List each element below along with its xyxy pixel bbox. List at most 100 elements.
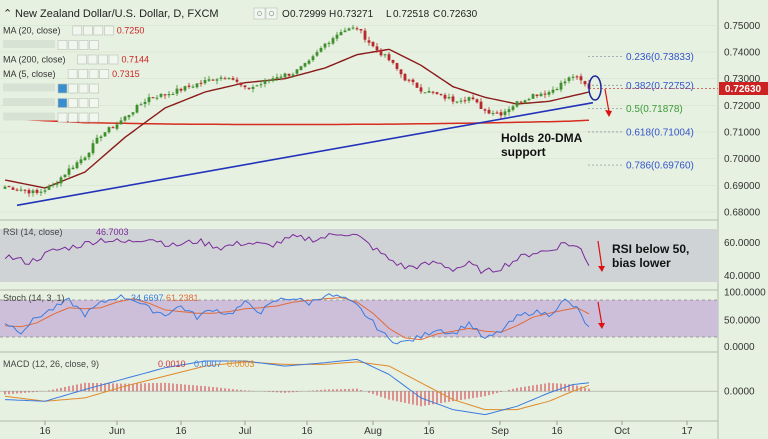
stoch-k-value: 34.6697 <box>131 293 164 303</box>
candle-body <box>131 112 135 115</box>
price-tick: 0.73000 <box>724 74 761 85</box>
candle-body <box>103 132 107 137</box>
fib-label: 0.382(0.72752) <box>626 81 694 92</box>
legend-value: 0.7144 <box>122 55 150 65</box>
candle-body <box>43 190 47 192</box>
candle-body <box>119 120 123 125</box>
ma20-line <box>4 48 590 189</box>
low-label: L <box>386 9 392 20</box>
candle-body <box>135 105 139 113</box>
candle-body <box>51 184 55 186</box>
legend-placeholder <box>3 83 55 92</box>
annotations: Holds 20-DMA support RSI below 50, bias … <box>501 75 689 329</box>
candle-body <box>39 191 43 193</box>
candle-body <box>459 100 463 102</box>
price-tick: 0.69000 <box>724 181 761 192</box>
candle-body <box>359 29 363 31</box>
rsi-label: RSI (14, close) <box>3 227 63 237</box>
legend-option-icon <box>89 40 99 50</box>
fib-label: 0.618(0.71004) <box>626 127 694 138</box>
last-price-tag: 0.72630 <box>719 82 768 95</box>
legend-option-icon <box>88 69 99 79</box>
candle-body <box>175 88 179 94</box>
candle-body <box>395 63 399 69</box>
close-value: 0.72630 <box>441 9 478 20</box>
candle-body <box>555 89 559 91</box>
candle-body <box>327 42 331 44</box>
candle-body <box>435 92 439 94</box>
high-label: H <box>329 9 336 20</box>
candle-body <box>527 99 531 101</box>
candle-body <box>339 32 343 36</box>
candle-body <box>351 27 355 29</box>
rsi-value: 46.7003 <box>96 227 129 237</box>
instrument-title: New Zealand Dollar/U.S. Dollar, D, FXCM <box>15 8 219 20</box>
legend-placeholder <box>3 98 55 106</box>
legend-option-icon <box>68 40 78 50</box>
price-tick: 0.68000 <box>724 208 761 219</box>
candle-body <box>407 79 411 81</box>
ma200-line <box>4 117 590 126</box>
signal-value: 0.0007 <box>194 359 222 369</box>
candle-body <box>47 185 51 190</box>
candle-body <box>323 43 327 48</box>
price-tick: 0.72000 <box>724 101 761 112</box>
time-tick: Sep <box>491 426 509 437</box>
candle-body <box>443 94 447 99</box>
support-annotation-1: Holds 20-DMA <box>501 131 583 145</box>
chart-header: ⌃ New Zealand Dollar/U.S. Dollar, D, FXC… <box>3 7 478 20</box>
legend-option-icon <box>104 25 114 36</box>
candle-body <box>343 30 347 33</box>
candle-body <box>355 28 359 30</box>
open-label: O <box>282 9 290 20</box>
candle-body <box>155 97 159 99</box>
candle-body <box>547 92 551 95</box>
candle-body <box>239 82 243 86</box>
candle-body <box>491 113 495 115</box>
legend-option-icon <box>89 112 99 123</box>
rsi-panel: 60.0000 40.0000 <box>4 232 761 282</box>
candle-body <box>411 79 415 83</box>
time-tick: Jul <box>239 426 252 437</box>
candle-body <box>507 109 511 113</box>
candle-body <box>23 189 27 191</box>
fib-levels: 0.236(0.73833) 0.382(0.72752) 0.5(0.71878)… <box>588 52 694 172</box>
legend-option-icon <box>57 40 68 50</box>
stoch-panel: 100.0000 50.0000 0.0000 <box>4 288 766 353</box>
candle-body <box>275 77 279 79</box>
highlight-ellipse <box>588 75 602 101</box>
candle-body <box>471 97 475 100</box>
candle-body <box>539 93 543 97</box>
candle-body <box>423 92 427 94</box>
legend-option-icon <box>78 40 89 50</box>
candle-body <box>499 112 503 116</box>
legend-option-icon <box>93 25 104 36</box>
time-tick: 16 <box>301 426 313 437</box>
indicator-labels: RSI (14, close) 46.7003 Stoch (14, 3, 1)… <box>3 227 255 369</box>
header-eye-icon[interactable] <box>253 7 266 20</box>
time-tick: 16 <box>175 426 187 437</box>
macd-value: 0.0010 <box>158 359 186 369</box>
candle-body <box>227 78 231 80</box>
legend-option-icon <box>68 83 78 94</box>
header-settings-icon[interactable] <box>265 7 278 20</box>
candle-body <box>235 79 239 82</box>
candle-body <box>279 76 283 78</box>
macd-label: MACD (12, 26, close, 9) <box>3 359 99 369</box>
legend-option-icon <box>57 98 68 108</box>
candle-body <box>483 109 487 111</box>
candle-body <box>283 73 287 78</box>
candle-body <box>467 97 471 101</box>
collapse-chevron-icon[interactable]: ⌃ <box>3 8 12 20</box>
candle-body <box>475 99 479 103</box>
candle-body <box>267 80 271 82</box>
candle-body <box>147 97 151 103</box>
candle-body <box>495 112 499 114</box>
candle-body <box>95 137 99 144</box>
candles <box>3 24 718 197</box>
candle-body <box>431 91 435 93</box>
candle-body <box>419 87 423 92</box>
candle-body <box>563 81 567 84</box>
support-annotation-2: support <box>501 145 546 159</box>
